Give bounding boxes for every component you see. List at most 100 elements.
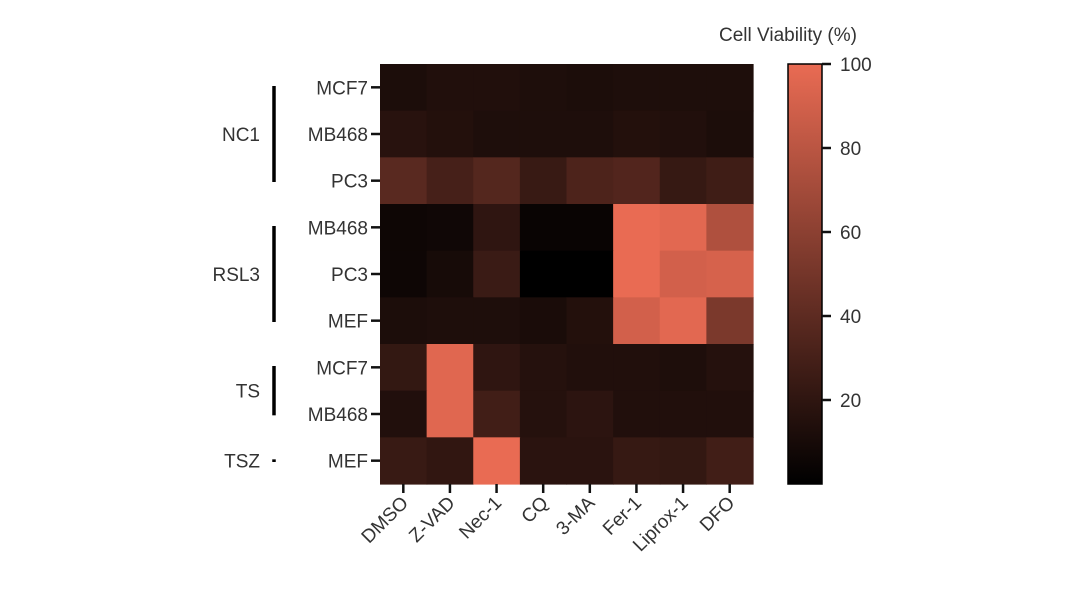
column-label: Z-VAD <box>405 493 459 547</box>
heatmap-cell <box>706 437 754 485</box>
heatmap-cell <box>706 157 754 205</box>
heatmap-cell <box>473 64 521 112</box>
heatmap-cell <box>519 297 568 345</box>
row-label: MEF <box>328 452 368 473</box>
heatmap-cell <box>659 110 707 158</box>
heatmap-cell <box>380 344 428 392</box>
heatmap-cell <box>426 204 474 252</box>
heatmap-cell <box>659 390 707 438</box>
heatmap-cell <box>426 390 474 438</box>
heatmap-cell <box>613 204 661 252</box>
heatmap-cell <box>380 110 428 158</box>
heatmap-cell <box>613 110 661 158</box>
heatmap-cell <box>519 250 568 298</box>
heatmap-cell <box>566 437 614 485</box>
heatmap-cell <box>659 344 707 392</box>
row-label: MB468 <box>308 125 368 146</box>
heatmap-cell <box>613 344 661 392</box>
heatmap-cell <box>519 390 568 438</box>
group-label: TS <box>236 382 260 403</box>
heatmap-cell <box>426 157 474 205</box>
group-label: RSL3 <box>212 265 260 286</box>
heatmap-cell <box>473 437 521 485</box>
row-label: MB468 <box>308 218 368 239</box>
heatmap-cell <box>613 157 661 205</box>
heatmap-cell <box>426 250 474 298</box>
heatmap-cell <box>519 344 568 392</box>
heatmap-cell <box>706 110 754 158</box>
heatmap-cell <box>706 390 754 438</box>
colorbar-tick-label: 20 <box>840 391 861 412</box>
heatmap-cell <box>426 344 474 392</box>
heatmap-cell <box>473 204 521 252</box>
heatmap-cell <box>566 157 614 205</box>
row-ticks: MCF7 MB468 PC3 MB468 PC3 MEF MCF7 MB468 MEF <box>308 78 380 473</box>
heatmap-cell <box>659 157 707 205</box>
heatmap-cell <box>706 204 754 252</box>
heatmap-cell <box>566 110 614 158</box>
heatmap-cell <box>380 250 428 298</box>
heatmap-cell <box>380 157 428 205</box>
heatmap-cell <box>566 64 614 112</box>
colorbar-tick-label: 40 <box>840 307 861 328</box>
column-label: Nec-1 <box>455 493 506 544</box>
heatmap-cell <box>380 64 428 112</box>
heatmap-cell <box>426 110 474 158</box>
heatmap-cell <box>659 64 707 112</box>
heatmap-cell <box>380 437 428 485</box>
heatmap-cell <box>473 250 521 298</box>
heatmap-cell <box>380 204 428 252</box>
heatmap-cell <box>566 344 614 392</box>
heatmap-cell <box>519 157 568 205</box>
heatmap-cell <box>426 297 474 345</box>
heatmap-cell <box>566 204 614 252</box>
heatmap-cell <box>706 297 754 345</box>
heatmap-cell <box>380 390 428 438</box>
heatmap-cell <box>613 437 661 485</box>
row-label: MEF <box>328 312 368 333</box>
row-label: PC3 <box>331 265 368 286</box>
column-label: CQ <box>518 493 553 528</box>
column-label: DFO <box>696 493 739 536</box>
heatmap-cell <box>473 344 521 392</box>
row-label: MB468 <box>308 405 368 426</box>
heatmap-cell <box>473 390 521 438</box>
group-brackets: NC1 RSL3 TS TSZ <box>212 86 276 473</box>
heatmap-cell <box>659 437 707 485</box>
group-label: NC1 <box>222 125 260 146</box>
heatmap-cell <box>706 250 754 298</box>
colorbar-tick-label: 60 <box>840 223 861 244</box>
heatmap-cell <box>519 204 568 252</box>
heatmap-cell <box>566 297 614 345</box>
colorbar-tick-label: 100 <box>840 55 872 76</box>
heatmap-cell <box>706 64 754 112</box>
colorbar-ticks: 20 40 60 80 100 <box>822 55 872 412</box>
heatmap-cell <box>426 64 474 112</box>
heatmap-cell <box>519 437 568 485</box>
heatmap-cell <box>426 437 474 485</box>
heatmap-cell <box>380 297 428 345</box>
heatmap-cell <box>659 250 707 298</box>
heatmap-cell <box>473 297 521 345</box>
colorbar-title: Cell Viability (%) <box>719 25 857 46</box>
row-label: PC3 <box>331 172 368 193</box>
row-label: MCF7 <box>316 78 368 99</box>
heatmap-cell <box>566 390 614 438</box>
heatmap-cell <box>613 390 661 438</box>
heatmap-cell <box>613 297 661 345</box>
heatmap-cell <box>659 204 707 252</box>
heatmap-cell <box>519 64 568 112</box>
colorbar-gradient <box>787 63 823 485</box>
row-label: MCF7 <box>316 358 368 379</box>
heatmap-cell <box>613 64 661 112</box>
heatmap-cell <box>613 250 661 298</box>
heatmap-cell <box>473 110 521 158</box>
colorbar-tick-label: 80 <box>840 139 861 160</box>
heatmap-cell <box>706 344 754 392</box>
heatmap-cells <box>380 64 754 485</box>
heatmap-cell <box>473 157 521 205</box>
column-label: DMSO <box>358 493 413 548</box>
group-label: TSZ <box>224 452 260 473</box>
heatmap-cell <box>566 250 614 298</box>
